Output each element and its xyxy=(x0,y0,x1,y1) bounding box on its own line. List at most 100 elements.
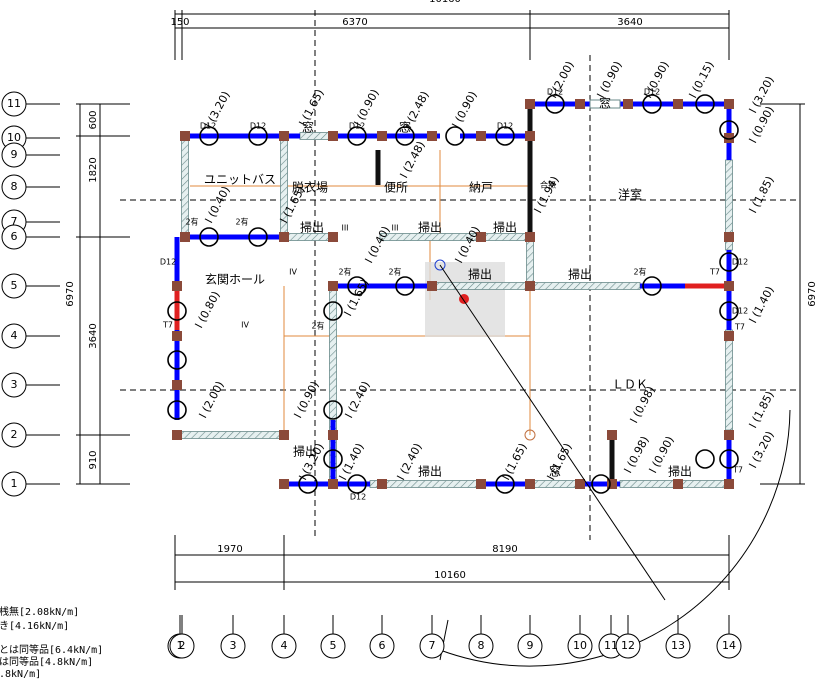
brace-mark xyxy=(495,474,515,494)
label: 窓 xyxy=(599,96,611,111)
grid-label: 6 xyxy=(379,639,386,652)
brace-mark xyxy=(199,126,219,146)
label: 2有 xyxy=(235,217,248,227)
grid-label: 7 xyxy=(11,215,18,228)
label: IV xyxy=(241,321,249,330)
label: D12 xyxy=(349,122,365,131)
label: D12 xyxy=(732,258,748,267)
point xyxy=(524,429,536,441)
column xyxy=(172,430,182,440)
label: T7 xyxy=(732,466,743,475)
column xyxy=(279,430,289,440)
label: 便所 xyxy=(384,181,408,195)
label: D12 xyxy=(732,307,748,316)
column xyxy=(525,479,535,489)
brace-mark xyxy=(347,474,367,494)
column xyxy=(180,131,190,141)
grid-label: 3 xyxy=(11,378,18,391)
grid-label: 1 xyxy=(11,477,18,490)
brace-mark xyxy=(167,350,187,370)
column xyxy=(525,131,535,141)
brace-mark xyxy=(591,474,611,494)
window xyxy=(589,99,621,109)
label: 10160 xyxy=(429,0,461,5)
label: 150 xyxy=(170,17,189,28)
label: 納戸 xyxy=(469,181,493,195)
brace-mark xyxy=(323,449,343,469)
column xyxy=(673,479,683,489)
label: D12 xyxy=(160,258,176,267)
column xyxy=(279,232,289,242)
grid-label: 2 xyxy=(179,639,186,652)
column xyxy=(724,479,734,489)
column xyxy=(724,331,734,341)
point xyxy=(434,259,446,271)
label: 2有 xyxy=(633,267,646,277)
column xyxy=(673,99,683,109)
arc xyxy=(439,409,791,667)
brace-mark xyxy=(248,126,268,146)
label: 掃出 xyxy=(668,464,692,479)
grid-label: 7 xyxy=(429,639,436,652)
grid-label: 10 xyxy=(7,131,21,144)
brace-mark xyxy=(719,301,739,321)
label: 6970 xyxy=(65,281,76,306)
brace-mark xyxy=(395,276,415,296)
label: 合無 xyxy=(540,180,556,190)
grid-label: 3 xyxy=(230,639,237,652)
column xyxy=(172,331,182,341)
label: 掃出 xyxy=(418,464,442,479)
brace-mark xyxy=(347,276,367,296)
column xyxy=(279,131,289,141)
column xyxy=(172,281,182,291)
label: 600 xyxy=(88,110,99,129)
grid-label: 9 xyxy=(527,639,534,652)
grid-label: 5 xyxy=(11,279,18,292)
label: 3640 xyxy=(88,323,99,348)
label: 2有 xyxy=(311,321,324,331)
column xyxy=(525,281,535,291)
brace-mark xyxy=(167,301,187,321)
grid-label: 11 xyxy=(7,97,21,110)
label: 2有 xyxy=(338,267,351,277)
label: III xyxy=(391,224,398,233)
brace-mark xyxy=(445,126,465,146)
column xyxy=(607,430,617,440)
wall-hatched xyxy=(484,233,531,241)
column xyxy=(525,232,535,242)
wall-hatched xyxy=(176,431,285,439)
label: 6370 xyxy=(342,17,367,28)
brace-mark xyxy=(347,126,367,146)
grid-label: 10 xyxy=(573,639,587,652)
column xyxy=(377,479,387,489)
brace-mark xyxy=(719,252,739,272)
brace-mark xyxy=(642,94,662,114)
column xyxy=(328,281,338,291)
grid-label: 1 xyxy=(177,639,184,652)
label: D12 xyxy=(350,493,366,502)
brace-mark xyxy=(695,449,715,469)
brace-mark xyxy=(395,126,415,146)
column xyxy=(476,232,486,242)
brace-mark xyxy=(695,94,715,114)
brace-mark xyxy=(199,227,219,247)
grid-label: 12 xyxy=(621,639,635,652)
grid-label: 4 xyxy=(11,329,18,342)
brace-mark xyxy=(719,120,739,140)
column xyxy=(427,281,437,291)
legend-text: き[4.16kN/m] xyxy=(0,620,69,632)
grid-label: 9 xyxy=(11,148,18,161)
grid-label: 4 xyxy=(281,639,288,652)
column xyxy=(377,131,387,141)
label: D12 xyxy=(250,122,266,131)
label: 脱衣場 xyxy=(292,180,328,195)
label: 1970 xyxy=(217,544,242,555)
column xyxy=(607,479,617,489)
brace-mark xyxy=(642,276,662,296)
column xyxy=(724,133,734,143)
label: 窓 xyxy=(302,120,314,135)
label: 掃出 xyxy=(493,220,517,235)
label: D12 xyxy=(547,88,563,97)
column xyxy=(279,479,289,489)
label: III xyxy=(341,224,348,233)
